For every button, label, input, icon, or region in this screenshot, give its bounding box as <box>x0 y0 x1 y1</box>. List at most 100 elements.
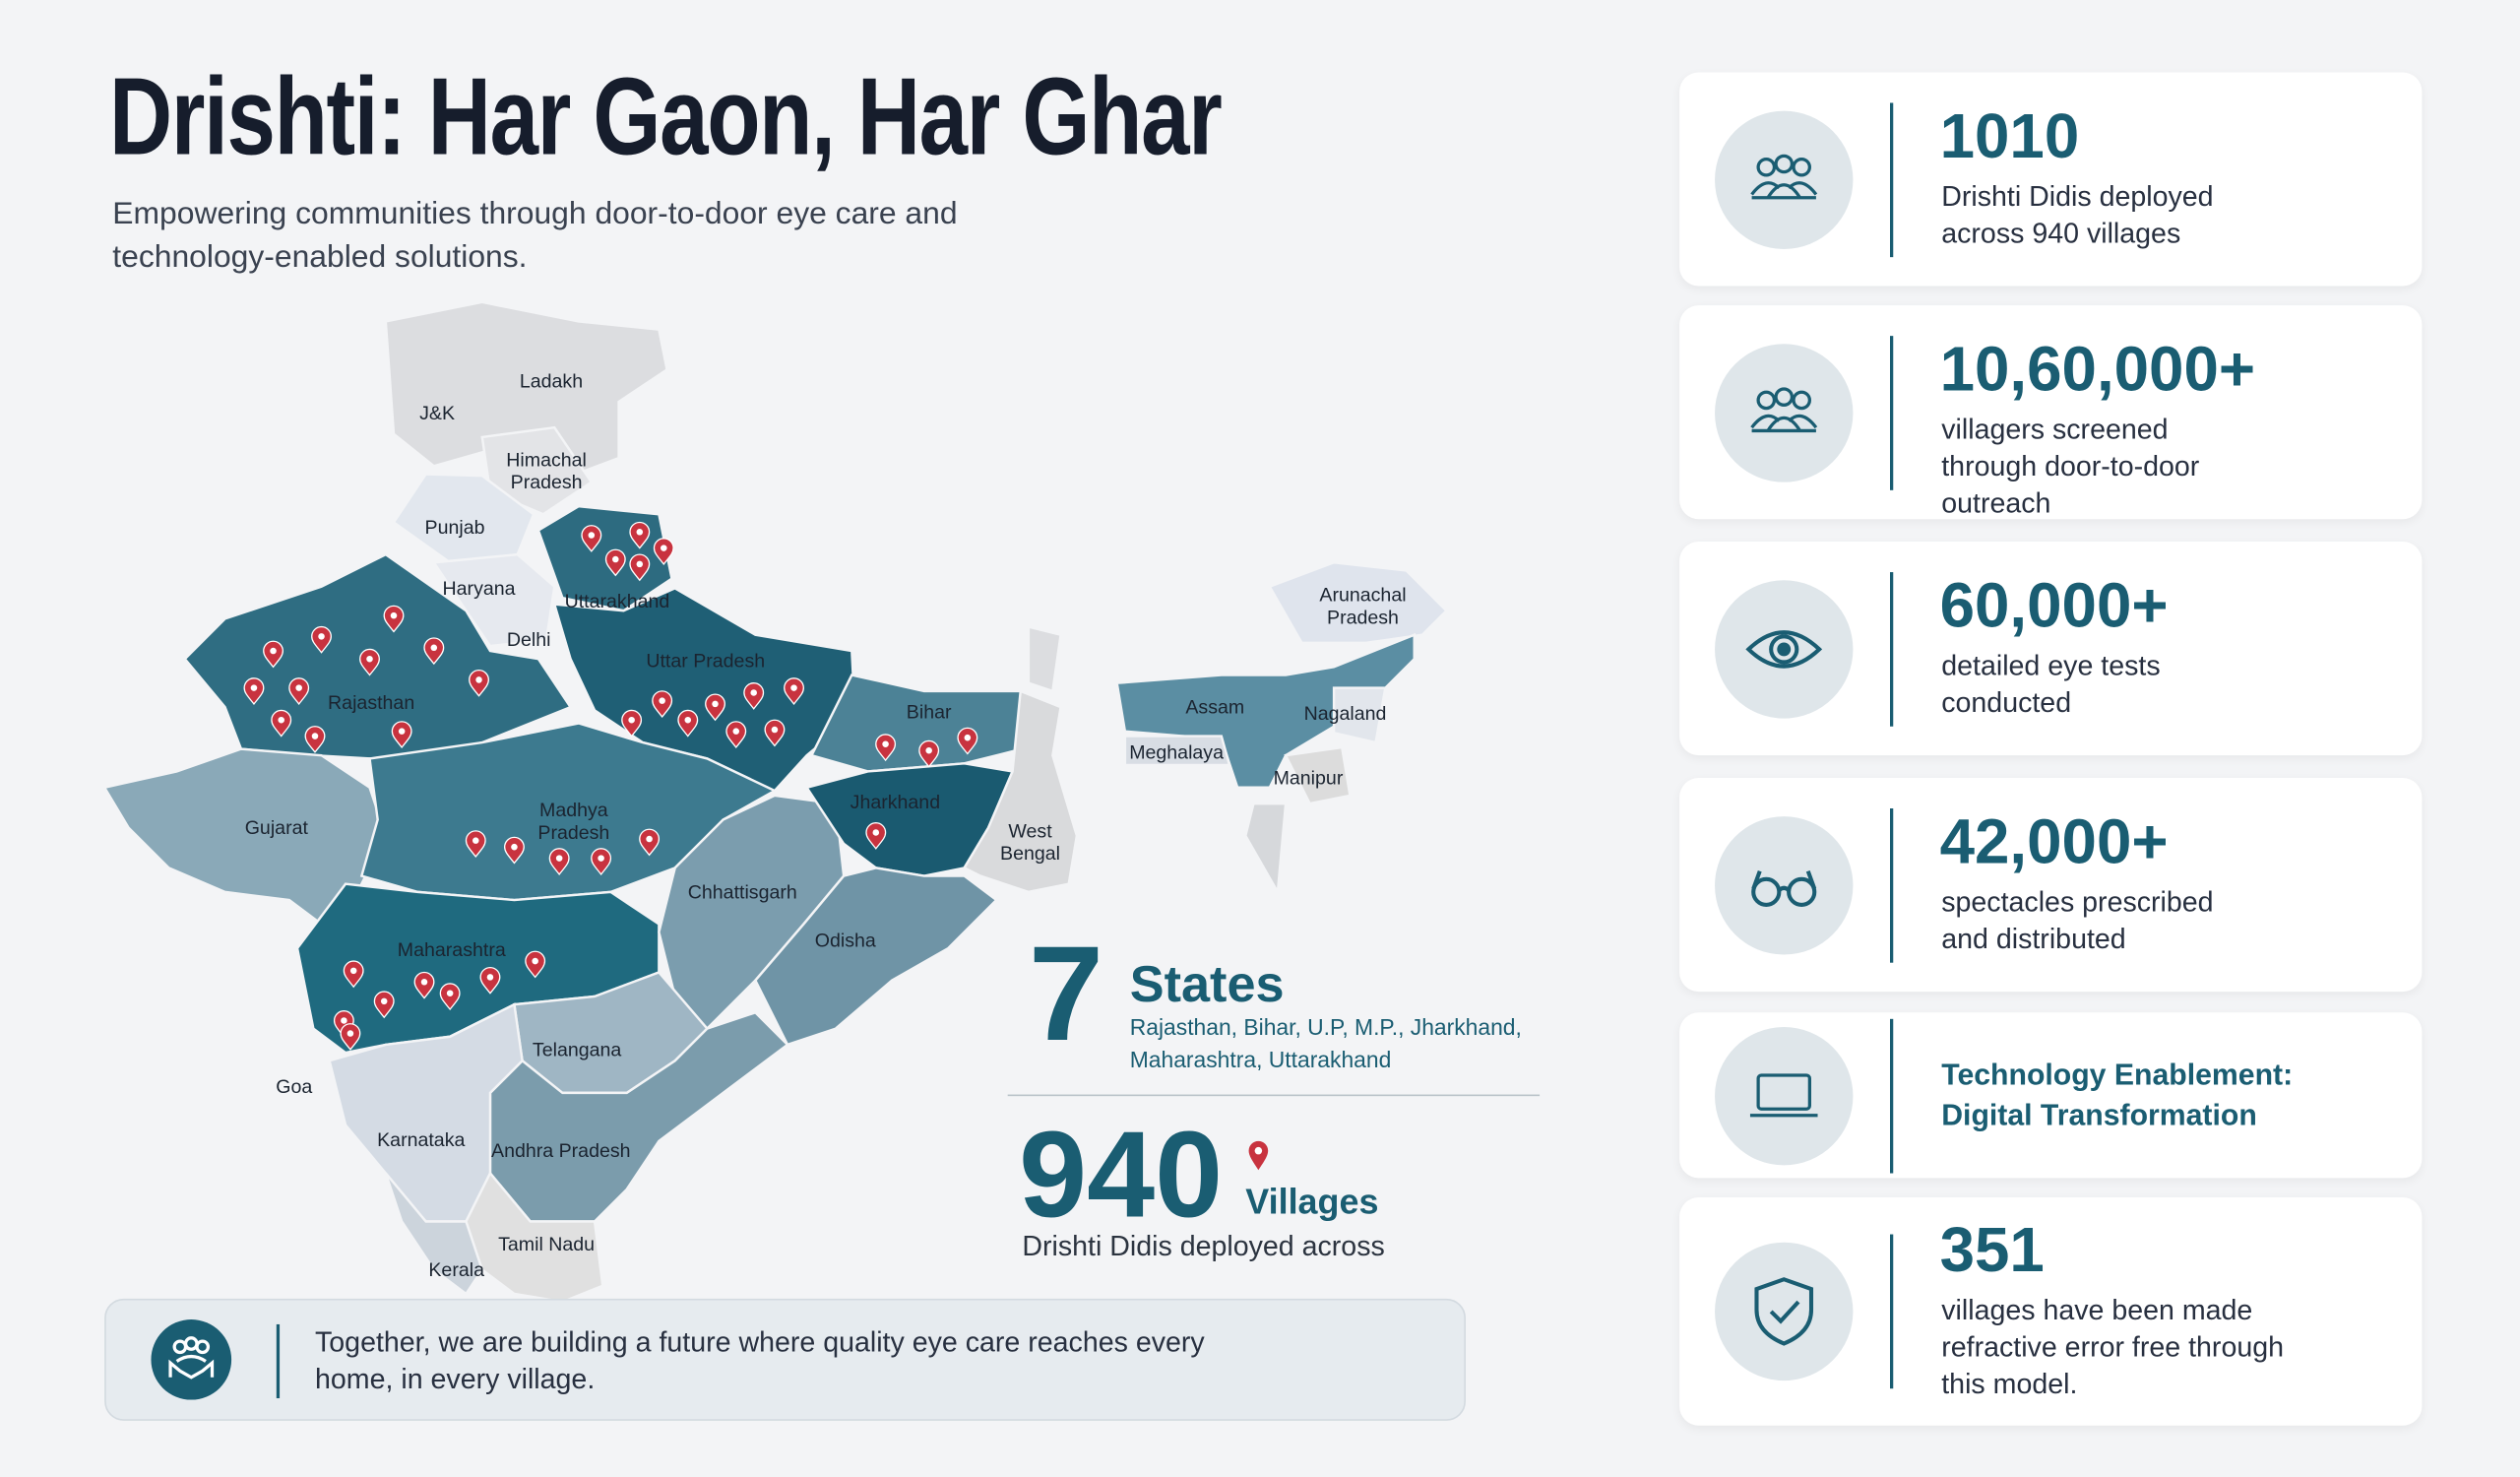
states-list: Rajasthan, Bihar, U.P, M.P., Jharkhand, … <box>1129 1013 1522 1072</box>
title: Drishti: Har Gaon, Har Ghar <box>109 56 1223 179</box>
divider <box>1007 1094 1541 1097</box>
icon-bg <box>151 1319 232 1400</box>
card-divider <box>1889 335 1894 490</box>
g-part <box>1750 153 1818 199</box>
state-shape <box>465 1171 604 1304</box>
stat-card: 42,000+ spectacles prescribed and distri… <box>1679 777 2423 993</box>
stat-card: Technology Enablement: Digital Transform… <box>1679 1012 2423 1179</box>
pin-dot <box>1254 1146 1263 1155</box>
stat-value: 1010 <box>1939 101 2080 171</box>
state-label: J&K <box>419 403 455 424</box>
card-divider <box>1889 1018 1894 1173</box>
stat-icon <box>1749 1072 1818 1117</box>
footer: Together, we are building a future where… <box>104 1298 1466 1421</box>
stat-text: detailed eye tests conducted <box>1941 648 2161 718</box>
pin-dot <box>636 560 644 568</box>
stat-text: spectacles prescribed and distributed <box>1941 884 2214 954</box>
footer-divider <box>276 1323 281 1399</box>
state-shape <box>753 867 999 1047</box>
stat-text: villagers screened through door-to-door … <box>1941 412 2200 519</box>
pin-dot <box>250 684 258 691</box>
card-divider <box>1889 1234 1894 1389</box>
state-label: Haryana <box>443 578 516 600</box>
label-line: Himachal <box>506 449 587 471</box>
circle-part <box>1751 875 1782 907</box>
state-shape <box>1268 561 1449 645</box>
pin-dot <box>430 644 438 652</box>
pin-dot <box>750 689 757 696</box>
pin-dot <box>771 726 779 734</box>
state-label: Bihar <box>907 702 952 724</box>
state-label: Ladakh <box>520 370 583 392</box>
pin <box>1248 1140 1269 1171</box>
states-number: 7 <box>1028 917 1104 1069</box>
pin-dot <box>318 633 325 640</box>
icon-circle <box>1715 1026 1854 1165</box>
stat-card: 60,000+ detailed eye tests conducted <box>1679 542 2423 756</box>
state-label: Manipur <box>1274 768 1344 790</box>
stat-text: Drishti Didis deployed across 940 villag… <box>1941 178 2214 249</box>
pin-dot <box>278 716 284 724</box>
state-label: Uttar Pradesh <box>646 650 765 672</box>
icon-circle <box>1715 815 1854 954</box>
pin-dot <box>588 532 596 539</box>
stat-icon <box>1754 1277 1814 1346</box>
card-divider <box>1889 807 1894 962</box>
card-divider <box>1889 101 1894 257</box>
g-part <box>1750 386 1818 432</box>
state-shape <box>1332 686 1387 744</box>
label-line: Pradesh <box>1327 607 1399 628</box>
state-label: Arunachal Pradesh <box>1319 584 1406 628</box>
pin-dot <box>341 1017 347 1024</box>
state-label: Goa <box>276 1076 312 1098</box>
circle-part <box>1792 157 1811 176</box>
stat-icon <box>1750 386 1818 432</box>
stat-icon <box>1745 629 1823 668</box>
state-shape <box>328 1002 524 1223</box>
pin-dot <box>270 647 277 655</box>
pin-dot <box>380 997 388 1005</box>
icon-glyph <box>168 1336 215 1380</box>
pin-dot <box>790 684 797 691</box>
circle-part <box>1756 157 1777 176</box>
pin-dot <box>532 957 538 965</box>
state-label: Kerala <box>428 1259 484 1281</box>
stat-value: 42,000+ <box>1939 807 2169 877</box>
state-label: Chhattisgarh <box>688 881 797 903</box>
state-label: Tamil Nadu <box>498 1234 595 1255</box>
circle-part <box>1777 641 1792 656</box>
path-part <box>1751 869 1817 891</box>
state-label: Madhya Pradesh <box>537 800 609 844</box>
pin-dot <box>398 728 406 735</box>
state-label: Himachal Pradesh <box>506 449 587 493</box>
path-part <box>168 1359 215 1380</box>
pin-dot <box>311 733 319 739</box>
label-line: Bengal <box>1000 843 1060 865</box>
state-label: Andhra Pradesh <box>491 1140 631 1162</box>
g-part <box>1745 629 1823 668</box>
circle-part <box>1756 389 1777 410</box>
pin-dot <box>684 716 692 724</box>
state-shape <box>1123 735 1231 767</box>
path-part <box>1754 1277 1814 1346</box>
state-shape <box>384 300 668 483</box>
circle-part <box>1769 633 1799 664</box>
villages-label: Villages <box>1245 1181 1379 1222</box>
g-part <box>1754 1277 1814 1346</box>
pin-icon <box>1248 1140 1269 1171</box>
pin-dot <box>732 728 740 735</box>
subtitle: Empowering communities through door-to-d… <box>112 196 958 276</box>
state-label: Maharashtra <box>398 939 506 961</box>
stat-text: villages have been made refractive error… <box>1941 1293 2285 1399</box>
circle-part <box>195 1339 211 1355</box>
pin-dot <box>872 829 880 836</box>
stat-card: 10,60,000+ villagers screened through do… <box>1679 305 2423 520</box>
card-divider <box>1889 571 1894 726</box>
pin-dot <box>555 855 563 862</box>
path-part <box>1750 180 1818 198</box>
villages-number: 940 <box>1019 1107 1224 1245</box>
state-shape <box>1243 802 1288 896</box>
